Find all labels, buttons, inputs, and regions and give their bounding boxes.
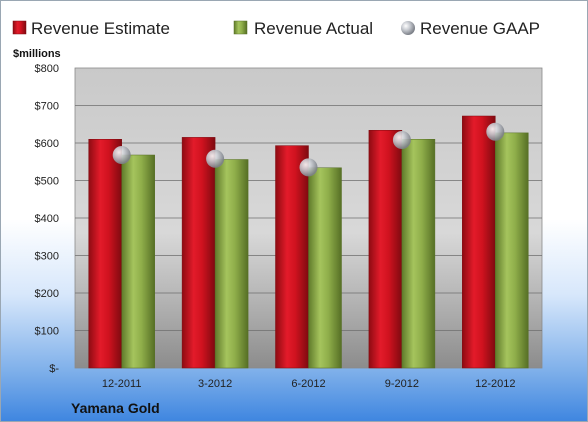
legend-swatch-revenue-actual: [233, 20, 248, 35]
bar-revenue-actual: [121, 154, 155, 369]
y-tick-label: $300: [35, 251, 59, 263]
x-tick-label: 12-2012: [475, 378, 515, 390]
y-tick-label: $700: [35, 101, 59, 113]
y-tick-label: $100: [35, 326, 59, 338]
marker-revenue-gaap: [206, 149, 225, 168]
bars: [88, 115, 529, 369]
legend: Revenue Estimate Revenue Actual Revenue …: [12, 19, 540, 38]
bar-revenue-actual: [308, 167, 342, 369]
bar-revenue-estimate: [88, 139, 122, 369]
y-tick-label: $800: [35, 63, 59, 75]
y-axis-ticks: $- $100 $200 $300 $400 $500 $600 $700 $800: [35, 63, 60, 375]
legend-label-revenue-gaap: Revenue GAAP: [420, 19, 540, 38]
legend-marker-revenue-gaap: [401, 21, 415, 35]
x-tick-label: 9-2012: [385, 378, 419, 390]
legend-label-revenue-estimate: Revenue Estimate: [31, 19, 170, 38]
y-axis-unit-label: $millions: [13, 48, 61, 60]
company-name: Yamana Gold: [71, 400, 160, 416]
y-tick-label: $400: [35, 213, 59, 225]
bar-revenue-actual: [495, 132, 529, 369]
x-tick-label: 3-2012: [198, 378, 232, 390]
marker-revenue-gaap: [112, 146, 131, 164]
bar-revenue-estimate: [368, 130, 403, 369]
bar-revenue-estimate: [181, 137, 216, 369]
legend-label-revenue-actual: Revenue Actual: [254, 19, 373, 38]
marker-revenue-gaap: [299, 158, 318, 177]
marker-revenue-gaap: [392, 131, 411, 149]
legend-swatch-revenue-estimate: [12, 20, 27, 35]
y-tick-label: $-: [49, 363, 59, 375]
x-tick-label: 12-2011: [102, 378, 142, 390]
bar-revenue-actual: [214, 159, 249, 369]
bar-revenue-estimate: [275, 145, 309, 369]
marker-revenue-gaap: [486, 122, 505, 141]
y-tick-label: $500: [35, 176, 59, 188]
x-tick-label: 6-2012: [291, 378, 325, 390]
bar-revenue-estimate: [462, 115, 496, 369]
y-tick-label: $600: [35, 138, 59, 150]
x-axis-categories: 12-2011 3-2012 6-2012 9-2012 12-2012: [102, 378, 516, 390]
y-tick-label: $200: [35, 288, 59, 300]
bar-revenue-actual: [401, 139, 436, 369]
gaap-markers: [112, 122, 505, 177]
